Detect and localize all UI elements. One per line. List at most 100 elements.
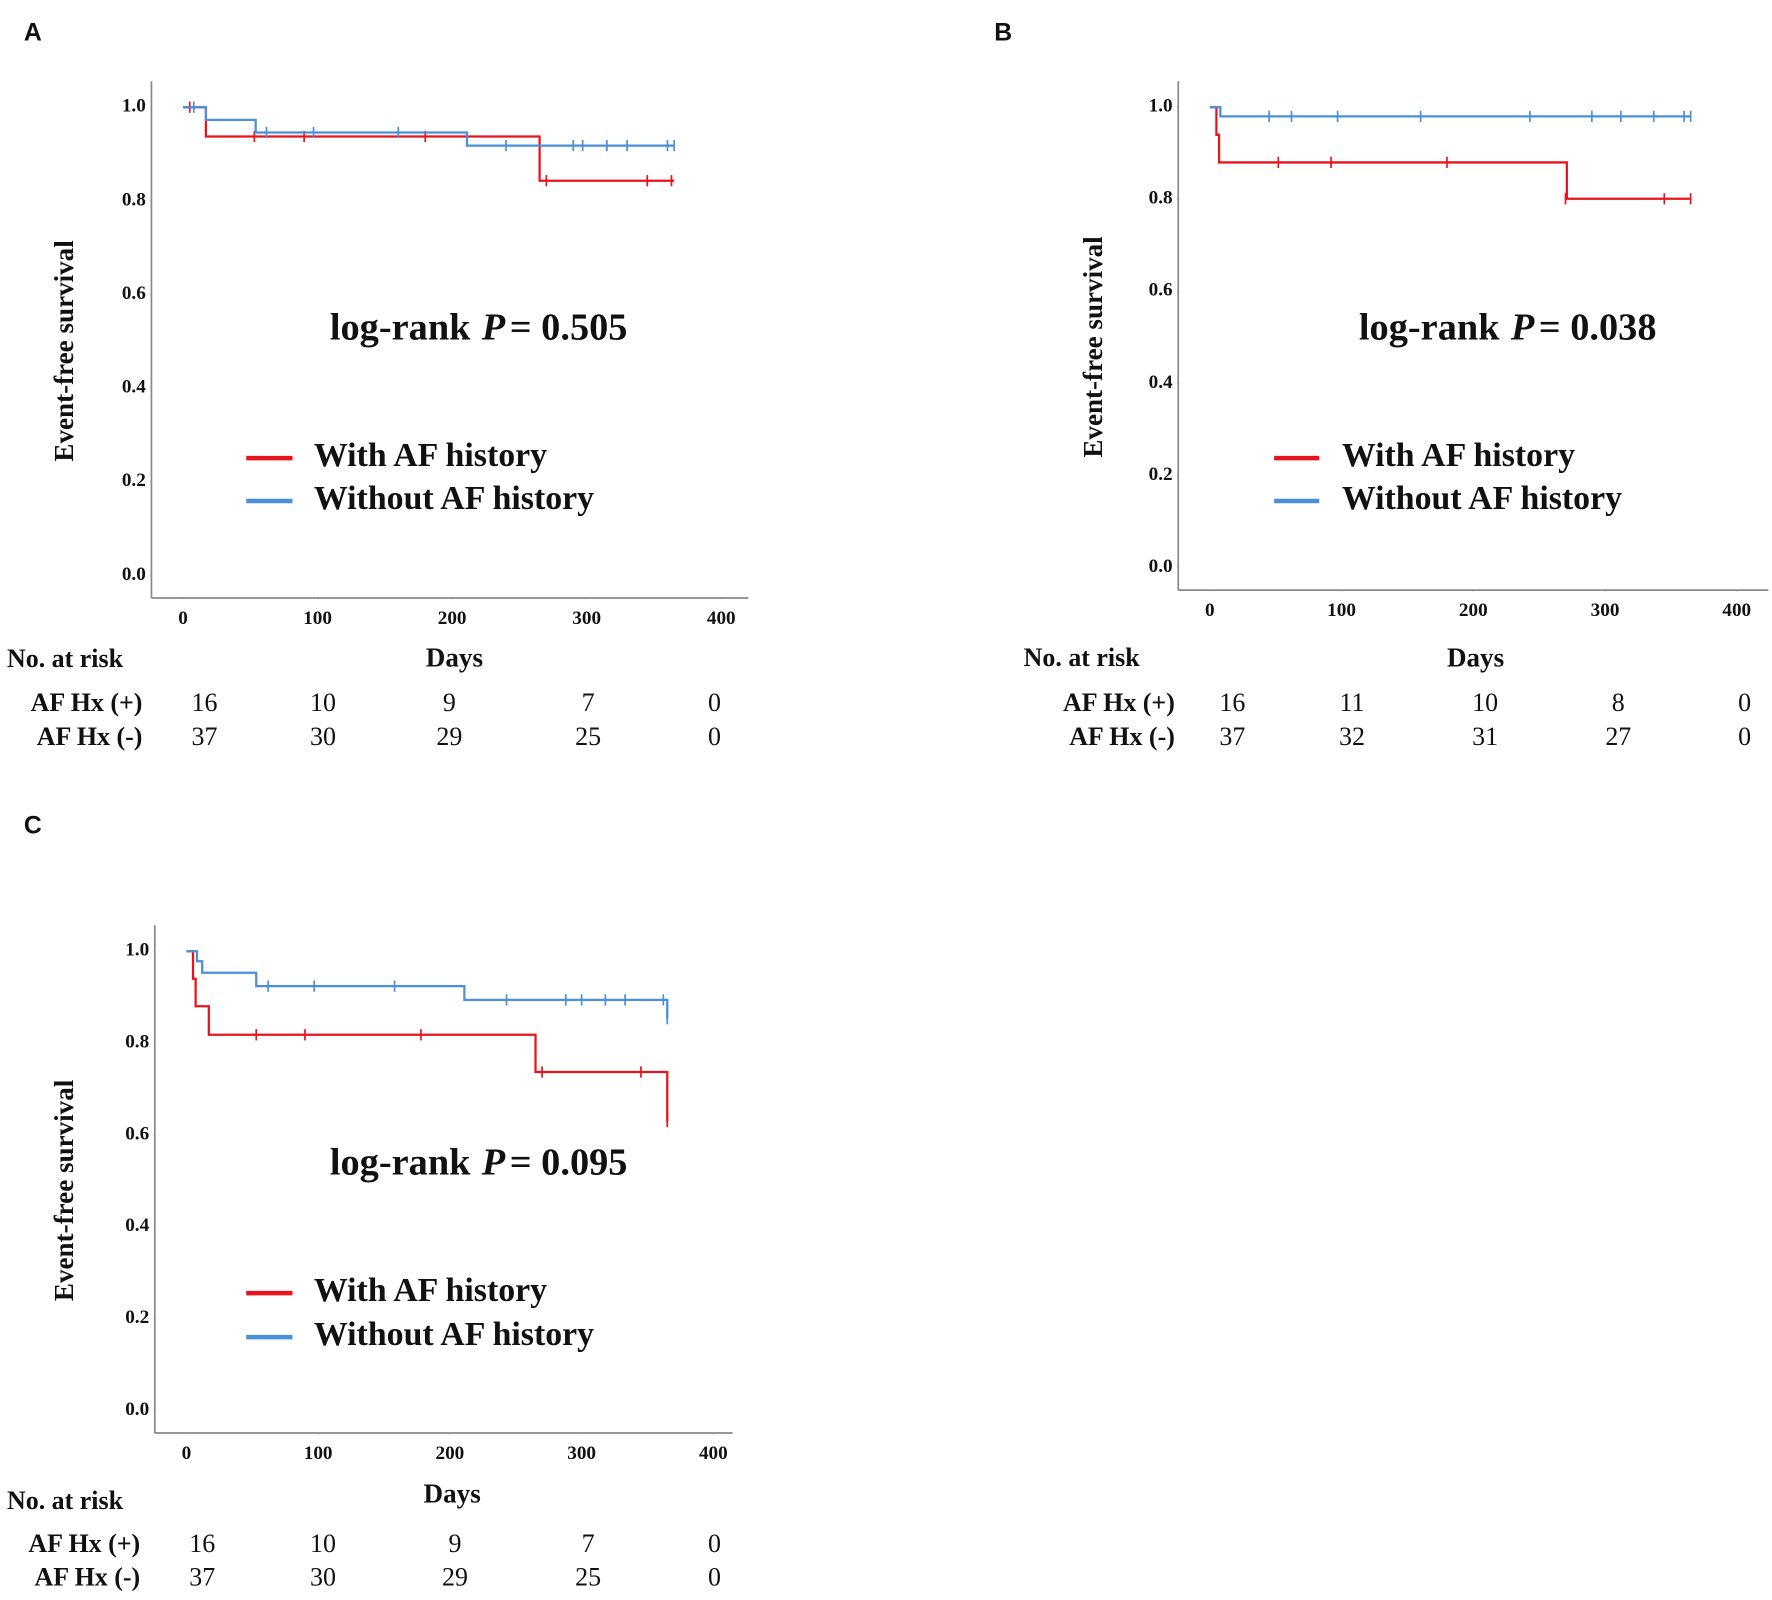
y-tick-label: 0.8 bbox=[122, 189, 146, 210]
x-tick-label: 100 bbox=[304, 1443, 333, 1464]
legend-label: Without AF history bbox=[1342, 480, 1622, 517]
y-tick-label: 0.0 bbox=[125, 1399, 149, 1420]
risk-value: 30 bbox=[310, 722, 336, 751]
y-tick-label: 0.0 bbox=[122, 564, 146, 585]
y-tick-label: 0.0 bbox=[1149, 556, 1173, 577]
annotation-value: = 0.505 bbox=[510, 306, 628, 348]
y-tick-label: 0.4 bbox=[125, 1215, 149, 1236]
x-tick-label: 400 bbox=[707, 608, 736, 629]
x-tick-label: 300 bbox=[572, 608, 601, 629]
risk-value: 7 bbox=[582, 1529, 595, 1558]
panel: C0.00.20.40.60.81.00 100 200 300 400Event-fr… bbox=[7, 813, 733, 1592]
risk-table-title: No. at risk bbox=[7, 644, 124, 673]
y-tick-label: 0.6 bbox=[125, 1123, 149, 1144]
risk-row-label: AF Hx (-) bbox=[1069, 722, 1175, 751]
y-tick-label: 1.0 bbox=[1149, 96, 1173, 117]
risk-table-title: No. at risk bbox=[7, 1486, 124, 1515]
y-tick-label: 0.8 bbox=[1149, 188, 1173, 209]
y-tick-label: 0.4 bbox=[1149, 372, 1173, 393]
risk-table-title: No. at risk bbox=[1024, 643, 1141, 672]
legend-label: With AF history bbox=[314, 1272, 547, 1309]
x-tick-label: 400 bbox=[1722, 600, 1751, 621]
y-axis-title: Event-free survival bbox=[1078, 236, 1108, 458]
y-tick-label: 0.8 bbox=[125, 1031, 149, 1052]
risk-value: 30 bbox=[310, 1563, 336, 1592]
risk-value: 29 bbox=[436, 722, 462, 751]
risk-value: 37 bbox=[1219, 722, 1245, 751]
annotation-text: log-rank bbox=[1359, 306, 1500, 348]
risk-row-label: AF Hx (+) bbox=[31, 688, 143, 717]
annotation-italic: P bbox=[481, 306, 506, 348]
risk-value: 25 bbox=[575, 1563, 601, 1592]
y-axis-title: Event-free survival bbox=[49, 240, 79, 462]
risk-row-label: AF Hx (-) bbox=[37, 722, 143, 751]
x-axis-title: Days bbox=[1447, 642, 1504, 672]
annotation-italic: P bbox=[1510, 306, 1535, 348]
y-tick-label: 1.0 bbox=[122, 96, 146, 117]
risk-value: 29 bbox=[442, 1563, 468, 1592]
survival-curve bbox=[1209, 106, 1691, 118]
y-tick-label: 0.4 bbox=[122, 377, 146, 398]
legend-label: With AF history bbox=[1342, 437, 1575, 474]
y-tick-label: 0.2 bbox=[1149, 464, 1173, 485]
risk-value: 25 bbox=[575, 722, 601, 751]
y-tick-label: 0.2 bbox=[125, 1307, 149, 1328]
risk-value: 0 bbox=[708, 1563, 721, 1592]
annotation-value: = 0.095 bbox=[510, 1141, 628, 1183]
risk-value: 32 bbox=[1339, 722, 1365, 751]
annotation-text: log-rank bbox=[330, 306, 471, 348]
x-tick-label: 100 bbox=[1327, 600, 1356, 621]
annotation: log-rank P = 0.038 bbox=[1359, 306, 1657, 348]
risk-row-label: AF Hx (-) bbox=[35, 1563, 141, 1592]
legend-label: Without AF history bbox=[314, 1316, 594, 1353]
x-tick-label: 200 bbox=[438, 608, 467, 629]
annotation-italic: P bbox=[481, 1141, 506, 1183]
survival-curve bbox=[186, 950, 669, 1122]
risk-value: 16 bbox=[192, 688, 218, 717]
x-tick-label: 0 bbox=[182, 1443, 192, 1464]
risk-value: 8 bbox=[1612, 688, 1625, 717]
risk-value: 10 bbox=[1472, 688, 1498, 717]
y-axis-title: Event-free survival bbox=[49, 1079, 79, 1301]
panel-label: C bbox=[24, 813, 42, 840]
x-tick-label: 300 bbox=[1591, 600, 1620, 621]
y-tick-label: 0.6 bbox=[1149, 280, 1173, 301]
risk-value: 27 bbox=[1605, 722, 1631, 751]
x-tick-label: 200 bbox=[436, 1443, 465, 1464]
x-tick-label: 300 bbox=[567, 1443, 596, 1464]
legend-label: With AF history bbox=[314, 437, 547, 474]
risk-value: 37 bbox=[192, 722, 218, 751]
x-axis-title: Days bbox=[426, 642, 483, 672]
risk-value: 11 bbox=[1340, 688, 1365, 717]
y-tick-label: 1.0 bbox=[125, 940, 149, 961]
risk-row-label: AF Hx (+) bbox=[28, 1529, 140, 1558]
risk-value: 0 bbox=[708, 688, 721, 717]
x-axis-title: Days bbox=[424, 1478, 481, 1508]
survival-curve bbox=[183, 106, 675, 147]
risk-value: 7 bbox=[582, 688, 595, 717]
x-tick-label: 0 bbox=[1205, 600, 1215, 621]
risk-value: 10 bbox=[310, 688, 336, 717]
annotation-value: = 0.038 bbox=[1539, 306, 1657, 348]
risk-row-label: AF Hx (+) bbox=[1063, 688, 1175, 717]
risk-value: 0 bbox=[708, 722, 721, 751]
y-tick-label: 0.6 bbox=[122, 283, 146, 304]
risk-value: 9 bbox=[443, 688, 456, 717]
annotation: log-rank P = 0.505 bbox=[330, 306, 628, 348]
panel-label: B bbox=[994, 19, 1012, 46]
panel: B0.00.20.40.60.81.00 100 200 300 400Event-fr… bbox=[994, 19, 1769, 751]
y-tick-label: 0.2 bbox=[122, 470, 146, 491]
risk-value: 9 bbox=[448, 1529, 461, 1558]
annotation-text: log-rank bbox=[330, 1141, 471, 1183]
annotation: log-rank P = 0.095 bbox=[330, 1141, 628, 1183]
legend-label: Without AF history bbox=[314, 480, 594, 517]
risk-value: 16 bbox=[1219, 688, 1245, 717]
x-tick-label: 100 bbox=[303, 608, 332, 629]
risk-value: 31 bbox=[1472, 722, 1498, 751]
x-tick-label: 400 bbox=[699, 1443, 728, 1464]
survival-curve bbox=[186, 950, 669, 1019]
survival-curve bbox=[1209, 106, 1691, 200]
risk-value: 16 bbox=[189, 1529, 215, 1558]
